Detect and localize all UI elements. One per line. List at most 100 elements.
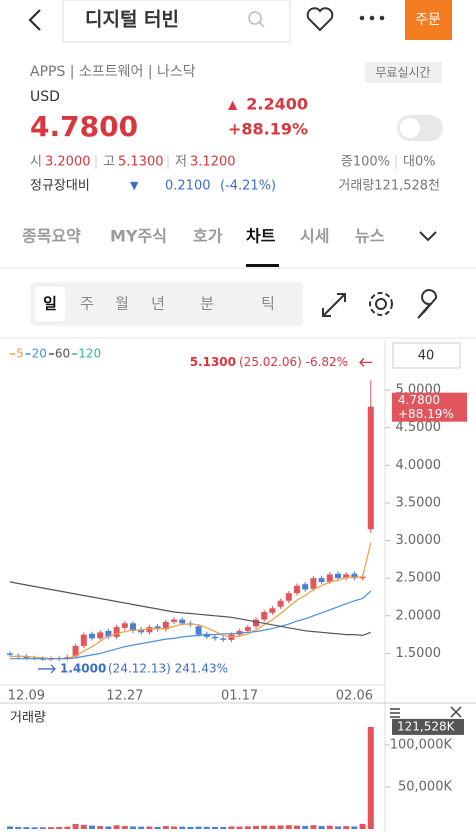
period-bar: [30, 282, 303, 326]
volume-bar: [121, 826, 128, 829]
open-label: 시: [30, 155, 42, 170]
volume-bar: [138, 826, 145, 829]
period[interactable]: 틱: [261, 295, 275, 313]
regular-pct: (-4.21%): [220, 179, 276, 194]
y-tick-label: 1.5000: [396, 646, 442, 661]
regular-label: 정규장대비: [30, 179, 90, 194]
volume-bar: [64, 826, 71, 829]
more-button[interactable]: [359, 15, 385, 21]
search-text: 디지털 터빈: [85, 9, 179, 31]
expand-button[interactable]: [322, 293, 346, 317]
volume-bar: [171, 826, 177, 829]
candle-body: [146, 627, 153, 633]
x-tick-label: 12.09: [8, 689, 45, 704]
candle-body: [310, 578, 317, 589]
search-icon: [248, 11, 262, 25]
annotation-arrow: [38, 664, 56, 674]
currency: USD: [30, 89, 60, 105]
tab[interactable]: 종목요약: [22, 227, 81, 246]
y-tick-label: 4.0000: [396, 458, 442, 473]
toggle-knob: [400, 118, 420, 138]
volume-bar: [31, 827, 38, 829]
price-tag-pct: +88.19%: [398, 407, 454, 421]
count-box[interactable]: [392, 342, 461, 369]
tool-button[interactable]: [417, 289, 438, 319]
volume-bar: [89, 825, 95, 829]
y-tick-label: 3.5000: [396, 495, 442, 510]
volume-bar: [359, 823, 366, 829]
low-label: 저: [175, 155, 187, 170]
volume-bar: [244, 826, 251, 829]
pane-close[interactable]: [450, 706, 462, 718]
candle-body: [367, 406, 374, 530]
volume-bar: [326, 825, 333, 829]
settings-button[interactable]: [369, 292, 393, 316]
chart: 5.00004.50004.00003.50003.00002.50002.00…: [7, 347, 467, 829]
count-text: 40: [418, 349, 435, 364]
volume-bar: [318, 826, 325, 829]
annotation-arrow: [359, 357, 372, 367]
order-button[interactable]: [405, 0, 452, 40]
order-label: 주문: [415, 12, 441, 28]
period[interactable]: 월: [115, 295, 129, 313]
tab[interactable]: 차트: [246, 227, 276, 246]
tab-more[interactable]: [419, 231, 437, 242]
volume-bar: [72, 823, 79, 829]
candle-body: [105, 630, 112, 637]
tab[interactable]: 뉴스: [355, 227, 385, 246]
annotation-value: 1.4000: [60, 661, 106, 675]
candle-body: [269, 608, 276, 613]
y-tick-label: 4.5000: [396, 420, 442, 435]
candle-body: [302, 584, 309, 590]
candle-body: [97, 632, 104, 639]
x-tick-label: 02.06: [336, 689, 373, 704]
low-value: 3.1200: [190, 155, 236, 170]
candle-body: [89, 633, 95, 639]
ma-line: [10, 542, 372, 660]
annotation-detail: (24.12.13) 241.43%: [108, 661, 228, 675]
open-value: 3.2000: [45, 155, 91, 170]
ma-line: [9, 581, 372, 637]
candle-body: [244, 627, 251, 631]
volume-bar: [253, 826, 259, 829]
candle-body: [64, 657, 71, 659]
volume-bar: [294, 825, 300, 829]
candle-body: [277, 600, 284, 607]
candle-body: [171, 619, 177, 622]
tab[interactable]: MY주식: [110, 227, 167, 246]
tab[interactable]: 시세: [300, 227, 329, 246]
candle-body: [138, 629, 145, 633]
candle-body: [326, 574, 333, 582]
candle-body: [343, 574, 350, 579]
favorite-button[interactable]: [306, 7, 334, 32]
search-box[interactable]: [62, 0, 291, 43]
period[interactable]: 일: [43, 295, 57, 313]
candle-body: [261, 612, 268, 620]
pane-menu[interactable]: [390, 708, 400, 718]
volume-bar: [367, 726, 374, 829]
y-tick-label: 50,000K: [398, 779, 452, 794]
search-icon: [258, 21, 265, 28]
volume-bar: [7, 826, 13, 829]
period[interactable]: 년: [151, 295, 165, 313]
tab[interactable]: 호가: [193, 227, 223, 246]
volume-bar: [212, 826, 218, 829]
candle-body: [335, 573, 341, 579]
volume-bar: [351, 826, 358, 829]
volume-bar: [23, 827, 30, 829]
back-button[interactable]: [28, 9, 41, 31]
candle-body: [212, 636, 218, 639]
volume-title: 거래량: [10, 711, 46, 726]
stock-tags: APPS | 소프트웨어 | 나스닥: [30, 64, 196, 80]
period[interactable]: 분: [200, 295, 214, 313]
legend-label: 20: [32, 347, 47, 361]
volume-bar: [310, 825, 317, 829]
period[interactable]: 주: [80, 295, 94, 313]
y-tick-label: 2.5000: [396, 571, 442, 586]
candle-body: [318, 578, 325, 582]
candle-body: [351, 573, 358, 579]
candle-body: [203, 633, 210, 637]
